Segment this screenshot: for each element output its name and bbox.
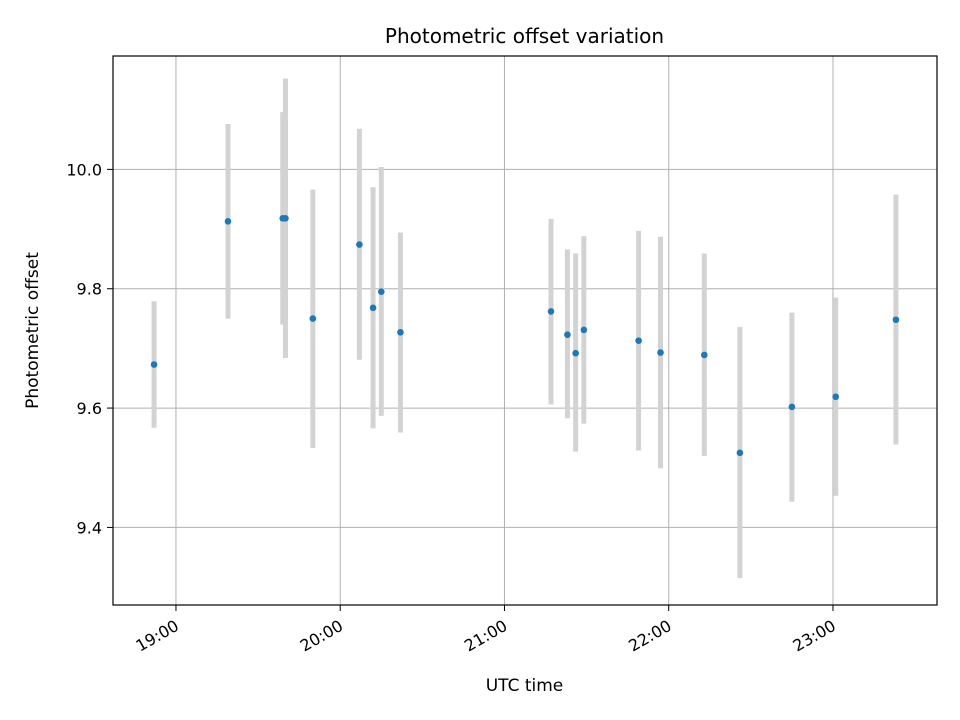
y-axis-ticks: 9.4 9.6 9.8 10.0	[66, 160, 113, 537]
chart-title: Photometric offset variation	[385, 24, 664, 48]
x-axis-label: UTC time	[486, 676, 564, 696]
y-tick-label: 10.0	[66, 160, 102, 179]
data-point	[397, 328, 404, 336]
y-tick-label: 9.8	[77, 280, 102, 299]
data-point	[572, 349, 579, 357]
data-point	[736, 449, 744, 457]
data-point	[547, 308, 555, 315]
data-point	[377, 288, 385, 296]
data-point	[788, 403, 796, 411]
y-tick-label: 9.6	[77, 399, 102, 418]
data-point	[309, 315, 317, 322]
data-point	[369, 304, 377, 312]
plot-area-frame	[112, 55, 938, 606]
data-point	[224, 217, 232, 225]
data-point	[564, 331, 571, 338]
data-point	[282, 215, 289, 222]
data-point	[832, 393, 840, 401]
y-axis-label: Photometric offset	[23, 252, 43, 409]
y-tick-label: 9.4	[77, 518, 102, 537]
data-point	[356, 241, 363, 248]
data-point	[892, 316, 900, 324]
data-point	[635, 337, 642, 344]
data-point	[701, 351, 708, 359]
data-point	[150, 361, 158, 368]
data-point	[657, 349, 664, 356]
data-point	[580, 326, 588, 334]
data-points	[150, 215, 900, 457]
grid	[113, 56, 937, 605]
